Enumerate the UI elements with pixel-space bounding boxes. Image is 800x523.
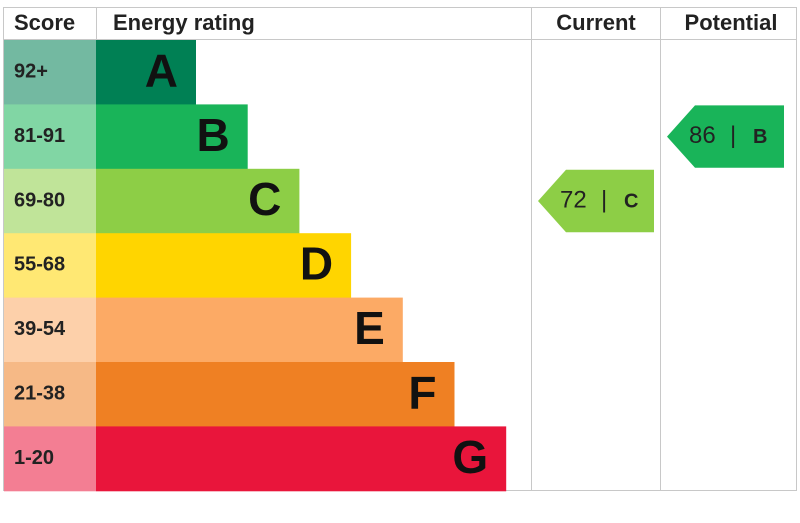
- score-label: 1-20: [14, 447, 54, 469]
- rating-letter: A: [145, 44, 178, 96]
- rating-bar: [96, 362, 455, 427]
- rating-bar: [96, 426, 507, 492]
- rating-bar: [96, 297, 403, 363]
- rating-bar: [96, 40, 196, 105]
- rating-letter: D: [300, 238, 333, 290]
- current-rating: C: [624, 190, 638, 212]
- rating-letter: C: [248, 173, 281, 225]
- rating-bar: [96, 104, 248, 170]
- score-cell: [4, 104, 96, 170]
- score-cell: [4, 233, 96, 299]
- current-separator: |: [601, 186, 607, 213]
- header-potential: Potential: [685, 10, 778, 35]
- score-label: 39-54: [14, 318, 66, 340]
- header-energy-rating: Energy rating: [113, 10, 255, 35]
- rating-letter: G: [452, 431, 488, 483]
- score-cell: [4, 40, 96, 105]
- score-label: 55-68: [14, 254, 65, 276]
- potential-separator: |: [730, 122, 736, 149]
- header-score: Score: [14, 10, 75, 35]
- rating-letter: B: [196, 109, 229, 161]
- score-cell: [4, 168, 96, 234]
- score-label: 81-91: [14, 125, 65, 147]
- potential-arrow: [667, 105, 784, 168]
- score-cell: [4, 362, 96, 427]
- score-label: 92+: [14, 60, 48, 82]
- rating-letter: F: [408, 366, 436, 418]
- score-cell: [4, 297, 96, 363]
- potential-rating: B: [753, 126, 767, 148]
- header-current: Current: [556, 10, 636, 35]
- rating-bar: [96, 233, 352, 299]
- score-label: 69-80: [14, 189, 65, 211]
- current-score: 72: [560, 186, 587, 213]
- rating-bar: [96, 168, 300, 234]
- potential-score: 86: [689, 122, 716, 149]
- current-arrow: [538, 169, 654, 233]
- rating-letter: E: [354, 302, 385, 354]
- score-cell: [4, 426, 96, 492]
- score-label: 21-38: [14, 382, 65, 404]
